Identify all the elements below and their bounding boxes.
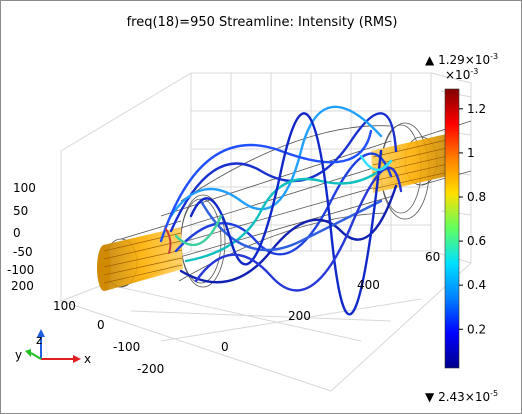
colorbar-tick-label: 1.2 bbox=[467, 102, 486, 116]
inlet-pipe-streamlines bbox=[97, 227, 183, 291]
plot-title: freq(18)=950 Streamline: Intensity (RMS) bbox=[126, 15, 398, 30]
colorbar-min-label: ▼ 2.43×10-5 bbox=[425, 389, 499, 404]
colorbar-tick-label: 1 bbox=[467, 146, 475, 160]
colorbar-tick-label: 0.8 bbox=[467, 190, 486, 204]
up-triangle-icon: ▲ bbox=[425, 53, 435, 67]
triad-y-label: y bbox=[15, 348, 22, 362]
y-tick: 0 bbox=[97, 318, 105, 332]
triad-z-label: z bbox=[36, 333, 42, 347]
colorbar-ticks: 1.2 1 0.8 0.6 0.4 0.2 bbox=[459, 102, 486, 336]
colorbar-max-label: ▲ 1.29×10-3 bbox=[425, 52, 499, 67]
z-tick: 0 bbox=[13, 226, 21, 240]
z-tick: -50 bbox=[13, 245, 33, 259]
colorbar-tick-label: 0.2 bbox=[467, 322, 486, 336]
x-tick: 0 bbox=[221, 340, 229, 354]
z-tick: 100 bbox=[13, 181, 36, 195]
colorbar-tick-label: 0.6 bbox=[467, 234, 486, 248]
z-tick: 50 bbox=[13, 204, 28, 218]
y-tick: 100 bbox=[53, 299, 76, 313]
x-tick: 400 bbox=[357, 278, 380, 292]
x-tick: 200 bbox=[288, 309, 311, 323]
axis-triad: x z y bbox=[15, 329, 91, 366]
chamber-streamlines bbox=[159, 105, 403, 316]
x-tick: 60 bbox=[425, 250, 440, 264]
down-triangle-icon: ▼ bbox=[425, 390, 435, 404]
z-axis-ticks: 100 50 0 -50 -100 bbox=[7, 181, 36, 277]
triad-y-axis bbox=[30, 352, 42, 360]
colorbar-strip bbox=[444, 88, 460, 369]
colorbar-tick-label: 0.4 bbox=[467, 278, 486, 292]
y-axis-ticks: 200 100 0 -100 -200 bbox=[11, 279, 164, 376]
z-tick: -100 bbox=[7, 263, 34, 277]
triad-x-label: x bbox=[84, 352, 91, 366]
y-tick: -100 bbox=[113, 340, 140, 354]
colorbar-scale-label: ×10-3 bbox=[445, 67, 479, 82]
y-tick: 200 bbox=[11, 279, 34, 293]
x-axis-ticks: 0 200 400 60 bbox=[221, 250, 440, 354]
y-tick: -200 bbox=[137, 362, 164, 376]
colorbar: 1.2 1 0.8 0.6 0.4 0.2 bbox=[444, 88, 486, 369]
